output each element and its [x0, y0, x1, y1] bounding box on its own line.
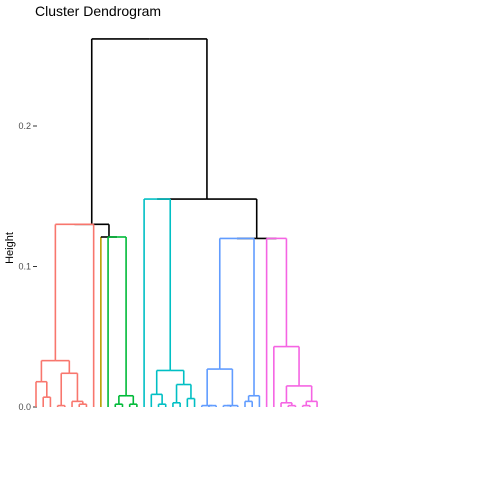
y-tick-label: 0.1 [18, 262, 31, 272]
dendrogram-tree [35, 38, 318, 407]
chart-title: Cluster Dendrogram [35, 3, 161, 19]
y-axis-label: Height [4, 232, 16, 264]
y-axis: 0.0 0.1 0.2 [18, 121, 37, 412]
y-tick-label: 0.0 [18, 402, 31, 412]
y-tick-label: 0.2 [18, 121, 31, 131]
